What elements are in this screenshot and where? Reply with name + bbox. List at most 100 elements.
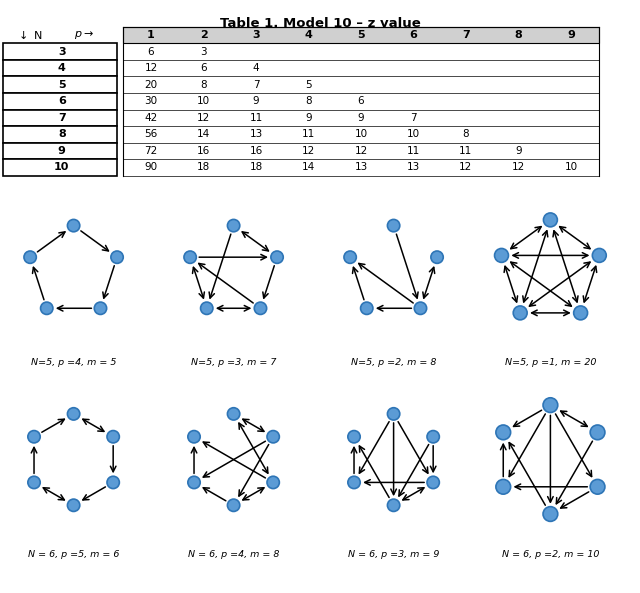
Text: 7: 7 (58, 113, 66, 123)
Text: $p \rightarrow$: $p \rightarrow$ (74, 29, 93, 41)
Circle shape (360, 302, 373, 314)
Text: 4: 4 (253, 63, 259, 73)
Text: 6: 6 (148, 47, 154, 57)
Text: 7: 7 (253, 79, 259, 90)
Text: 6: 6 (410, 30, 417, 40)
Text: 8: 8 (463, 129, 469, 139)
Bar (3, 110, 117, 126)
Circle shape (111, 251, 124, 263)
Circle shape (593, 248, 606, 262)
Text: 5: 5 (58, 79, 65, 90)
Text: 8: 8 (515, 30, 522, 40)
Text: 3: 3 (252, 30, 260, 40)
Circle shape (107, 476, 119, 489)
Circle shape (387, 499, 400, 511)
Bar (3, 43, 117, 60)
Circle shape (543, 213, 557, 227)
Text: N = 6, p =5, m = 6: N = 6, p =5, m = 6 (28, 550, 119, 559)
Circle shape (227, 499, 240, 511)
Text: 16: 16 (197, 146, 210, 156)
Text: 12: 12 (145, 63, 157, 73)
Text: 9: 9 (58, 146, 66, 156)
Text: 12: 12 (460, 162, 472, 173)
Text: 5: 5 (357, 30, 365, 40)
Text: 13: 13 (250, 129, 262, 139)
Circle shape (348, 431, 360, 443)
Text: 20: 20 (145, 79, 157, 90)
Text: 4: 4 (58, 63, 66, 73)
Text: 42: 42 (145, 113, 157, 123)
Circle shape (496, 425, 511, 440)
Text: 16: 16 (250, 146, 262, 156)
Circle shape (227, 408, 240, 420)
Bar (3, 93, 117, 110)
Circle shape (543, 506, 558, 521)
Text: 18: 18 (250, 162, 262, 173)
Circle shape (387, 219, 400, 232)
Text: 5: 5 (305, 79, 312, 90)
Bar (3, 76, 117, 93)
Circle shape (427, 476, 439, 489)
Text: 7: 7 (410, 113, 417, 123)
Circle shape (28, 476, 40, 489)
Circle shape (348, 476, 360, 489)
Text: 10: 10 (355, 129, 367, 139)
Text: 1: 1 (147, 30, 155, 40)
Text: 9: 9 (567, 30, 575, 40)
Text: N = 6, p =2, m = 10: N = 6, p =2, m = 10 (502, 550, 599, 559)
Text: 14: 14 (302, 162, 315, 173)
Text: 9: 9 (358, 113, 364, 123)
Bar (3, 143, 117, 159)
Circle shape (271, 251, 284, 263)
Bar (3, 126, 117, 143)
Text: 90: 90 (145, 162, 157, 173)
Bar (3, 159, 117, 176)
Text: 9: 9 (515, 146, 522, 156)
Circle shape (67, 408, 80, 420)
Text: 10: 10 (197, 96, 210, 106)
Text: N=5, p =1, m = 20: N=5, p =1, m = 20 (505, 358, 596, 366)
Text: $\downarrow$ N: $\downarrow$ N (16, 29, 42, 41)
Circle shape (67, 499, 80, 511)
Text: 10: 10 (564, 162, 577, 173)
Text: 11: 11 (250, 113, 262, 123)
Text: 11: 11 (302, 129, 315, 139)
Circle shape (267, 431, 279, 443)
Circle shape (107, 431, 119, 443)
Circle shape (200, 302, 213, 314)
Text: 6: 6 (358, 96, 364, 106)
Circle shape (344, 251, 356, 263)
Circle shape (543, 398, 558, 413)
Text: 30: 30 (145, 96, 157, 106)
Text: 12: 12 (302, 146, 315, 156)
Text: 12: 12 (197, 113, 210, 123)
Text: 6: 6 (200, 63, 207, 73)
Text: 2: 2 (200, 30, 207, 40)
Circle shape (40, 302, 53, 314)
Circle shape (227, 219, 240, 232)
Text: 3: 3 (58, 47, 65, 57)
Text: 9: 9 (305, 113, 312, 123)
Text: 8: 8 (305, 96, 312, 106)
Circle shape (427, 431, 439, 443)
Text: N = 6, p =3, m = 9: N = 6, p =3, m = 9 (348, 550, 439, 559)
Circle shape (94, 302, 107, 314)
Text: 6: 6 (58, 96, 66, 106)
Circle shape (414, 302, 427, 314)
Text: 18: 18 (197, 162, 210, 173)
Circle shape (188, 476, 200, 489)
Circle shape (590, 479, 605, 494)
Text: 14: 14 (197, 129, 210, 139)
Circle shape (387, 408, 400, 420)
Bar (123, 27, 599, 43)
Circle shape (254, 302, 267, 314)
Text: N=5, p =3, m = 7: N=5, p =3, m = 7 (191, 358, 276, 366)
Text: 7: 7 (462, 30, 470, 40)
Text: 3: 3 (200, 47, 207, 57)
Text: 11: 11 (460, 146, 472, 156)
Circle shape (431, 251, 444, 263)
Text: 11: 11 (407, 146, 420, 156)
Text: 72: 72 (145, 146, 157, 156)
Circle shape (496, 479, 511, 494)
Circle shape (495, 248, 508, 262)
